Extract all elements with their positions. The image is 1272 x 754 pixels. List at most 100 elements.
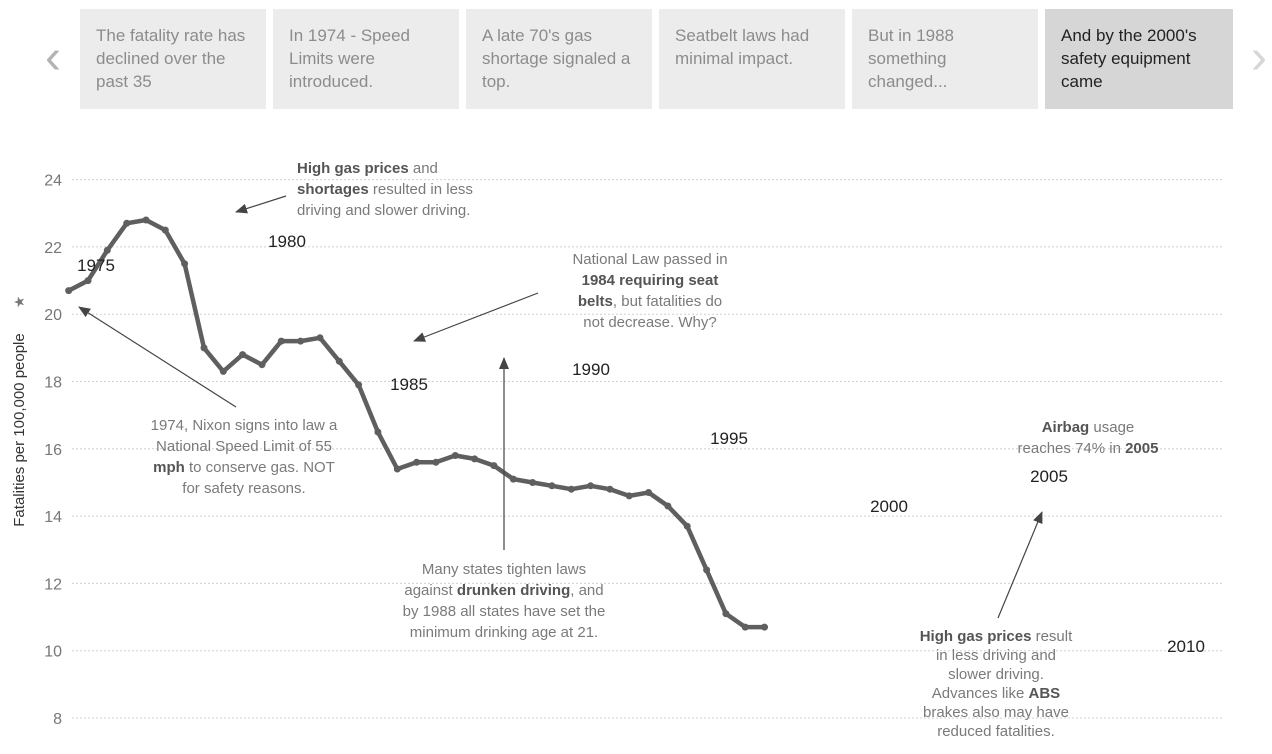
y-tick-label: 20 xyxy=(44,307,62,324)
svg-text:mph to conserve gas. NOT: mph to conserve gas. NOT xyxy=(153,459,335,476)
data-point[interactable] xyxy=(239,351,247,359)
year-label: 2005 xyxy=(1030,467,1068,486)
svg-text:1974, Nixon signs into law a: 1974, Nixon signs into law a xyxy=(151,417,338,434)
svg-text:High gas prices result: High gas prices result xyxy=(920,628,1073,645)
story-point-tab[interactable]: In 1974 - Speed Limits were introduced. xyxy=(273,9,459,109)
svg-text:Many states tighten laws: Many states tighten laws xyxy=(422,561,586,578)
year-label: 1995 xyxy=(710,429,748,448)
data-point[interactable] xyxy=(161,226,169,234)
data-point[interactable] xyxy=(451,452,459,459)
data-point[interactable] xyxy=(258,361,266,369)
story-point-tab[interactable]: The fatality rate has declined over the … xyxy=(80,9,266,109)
story-point-tab[interactable]: Seatbelt laws had minimal impact. xyxy=(659,9,845,109)
data-point[interactable] xyxy=(123,219,131,227)
annotation: High gas prices and shortages resulted in… xyxy=(297,160,473,219)
data-point[interactable] xyxy=(761,623,768,631)
data-point[interactable] xyxy=(645,489,653,496)
annotation-arrow xyxy=(235,195,287,214)
svg-text:minimum drinking age at 21.: minimum drinking age at 21. xyxy=(410,624,598,641)
y-tick-label: 8 xyxy=(53,711,62,728)
svg-text:against drunken driving, and: against drunken driving, and xyxy=(404,582,603,599)
story-point-tab[interactable]: And by the 2000's safety equipment came xyxy=(1045,9,1233,109)
data-point[interactable] xyxy=(355,381,363,389)
annotation: 1974, Nixon signs into law a National Spe… xyxy=(151,417,338,497)
data-point[interactable] xyxy=(471,455,479,463)
fatality-rate-chart: 8 10 12 14 16 18 20 22 24 Fatalities per 100,000 … xyxy=(11,160,1222,740)
svg-text:shortages resulted in less: shortages resulted in less xyxy=(297,181,473,198)
year-label: 2010 xyxy=(1167,637,1205,656)
svg-text:driving and slower driving.: driving and slower driving. xyxy=(297,202,470,219)
annotation: Airbag usage reaches 74% in 2005 xyxy=(1018,419,1159,457)
next-button[interactable]: › xyxy=(1244,28,1272,88)
svg-text:Advances like ABS: Advances like ABS xyxy=(932,685,1060,702)
annotation: Many states tighten laws against drunken … xyxy=(403,561,606,641)
data-point[interactable] xyxy=(103,246,111,254)
svg-text:1984 requiring seat: 1984 requiring seat xyxy=(582,272,719,289)
annotation: High gas prices result in less driving an… xyxy=(920,628,1073,740)
svg-text:High gas prices and: High gas prices and xyxy=(297,160,438,177)
chevron-left-icon: ‹ xyxy=(45,31,61,84)
svg-text:belts, but fatalities do: belts, but fatalities do xyxy=(578,293,722,310)
y-tick-label: 10 xyxy=(44,644,62,661)
y-tick-label: 24 xyxy=(44,173,62,190)
svg-text:National Speed Limit of 55: National Speed Limit of 55 xyxy=(156,438,332,455)
data-point[interactable] xyxy=(142,216,150,224)
data-point[interactable] xyxy=(683,522,691,530)
data-point[interactable] xyxy=(606,485,614,493)
year-label: 1975 xyxy=(77,256,115,275)
pin-icon[interactable]: ★ xyxy=(11,296,27,309)
data-point[interactable] xyxy=(741,623,749,631)
svg-text:Airbag usage: Airbag usage xyxy=(1042,419,1135,436)
year-label: 1980 xyxy=(268,232,306,251)
story-point-tab[interactable]: But in 1988 something changed... xyxy=(852,9,1038,109)
year-label: 1990 xyxy=(572,360,610,379)
y-tick-label: 18 xyxy=(44,375,62,392)
data-point[interactable] xyxy=(567,485,575,493)
data-point[interactable] xyxy=(277,337,285,345)
data-point[interactable] xyxy=(587,482,595,490)
annotation-arrow xyxy=(997,511,1043,619)
y-tick-label: 16 xyxy=(44,442,62,459)
y-axis-label: Fatalities per 100,000 people xyxy=(11,333,28,526)
data-point[interactable] xyxy=(509,475,517,483)
y-tick-label: 22 xyxy=(44,240,62,257)
data-point[interactable] xyxy=(548,482,556,490)
data-point[interactable] xyxy=(413,458,421,466)
data-point[interactable] xyxy=(84,277,92,285)
y-tick-label: 12 xyxy=(44,576,62,593)
data-point[interactable] xyxy=(65,287,73,295)
data-point[interactable] xyxy=(625,492,633,500)
y-tick-label: 14 xyxy=(44,509,62,526)
data-point[interactable] xyxy=(181,260,189,268)
data-point[interactable] xyxy=(297,337,305,345)
svg-text:by 1988 all states have set th: by 1988 all states have set the xyxy=(403,603,606,620)
data-point[interactable] xyxy=(335,357,343,365)
data-point[interactable] xyxy=(703,566,711,574)
svg-text:not decrease. Why?: not decrease. Why? xyxy=(583,314,716,331)
svg-text:reaches 74% in 2005: reaches 74% in 2005 xyxy=(1018,440,1159,457)
data-point[interactable] xyxy=(316,334,324,342)
data-point[interactable] xyxy=(664,502,672,510)
annotation-arrow xyxy=(78,306,237,408)
svg-text:brakes also may have: brakes also may have xyxy=(923,704,1069,721)
data-point[interactable] xyxy=(219,367,227,375)
data-point[interactable] xyxy=(529,479,537,486)
year-label: 2000 xyxy=(870,497,908,516)
svg-text:reduced fatalities.: reduced fatalities. xyxy=(937,723,1055,740)
data-point[interactable] xyxy=(432,458,440,466)
data-point[interactable] xyxy=(200,344,208,352)
data-point[interactable] xyxy=(490,462,498,470)
annotation-arrow xyxy=(413,292,539,342)
story-point-tab[interactable]: A late 70's gas shortage signaled a top. xyxy=(466,9,652,109)
svg-text:slower driving.: slower driving. xyxy=(948,666,1044,683)
chevron-right-icon: › xyxy=(1251,31,1267,84)
story-point-tabs: The fatality rate has declined over the … xyxy=(80,9,1233,109)
svg-text:National Law passed in: National Law passed in xyxy=(572,251,727,268)
previous-button[interactable]: ‹ xyxy=(38,28,68,88)
data-point[interactable] xyxy=(393,465,401,473)
data-point[interactable] xyxy=(722,610,730,618)
annotation: National Law passed in 1984 requiring sea… xyxy=(572,251,727,331)
data-point[interactable] xyxy=(374,428,382,436)
year-label: 1985 xyxy=(390,375,428,394)
svg-text:in less driving and: in less driving and xyxy=(936,647,1056,664)
